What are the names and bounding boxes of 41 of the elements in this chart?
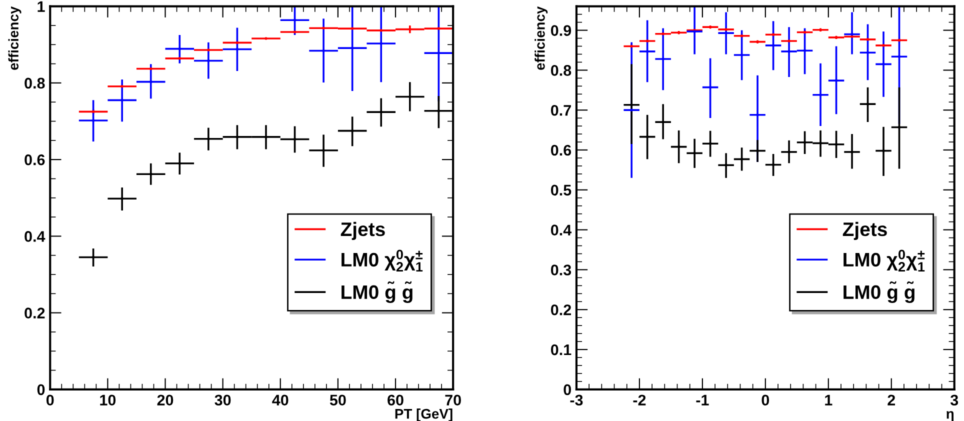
x-tick-label: 1 (825, 394, 832, 406)
y-tick-label: 0.7 (550, 104, 571, 116)
legend-label: Zjets (842, 222, 887, 240)
legend-label: LM0 g̃ g̃ (342, 281, 412, 303)
y-tick-label: 0.8 (24, 78, 45, 89)
x-tick-label: 20 (157, 394, 174, 406)
y-tick-label: 0.2 (550, 304, 571, 316)
x-tick-label: 3 (950, 394, 958, 406)
x-axis-title: η (946, 411, 954, 421)
y-axis-title: efficiency (8, 6, 22, 70)
x-tick-label: -2 (633, 394, 646, 406)
x-tick-label: 50 (330, 394, 346, 406)
y-tick-label: 0.6 (24, 154, 45, 166)
x-tick-label: -3 (570, 394, 583, 406)
x-tick-label: 60 (388, 394, 404, 406)
y-tick-label: 0.2 (24, 308, 45, 318)
y-tick-label: 0.1 (550, 344, 572, 356)
y-tick-label: 0.4 (24, 231, 46, 242)
y-tick-label: 0.9 (550, 25, 572, 36)
legend-label: Zjets (340, 222, 385, 240)
x-axis-title: PT [GeV] (395, 408, 452, 421)
y-axis-title: efficiency (534, 6, 548, 70)
legend-label: LM0 χ$^{0}$$_{2}$χ$^{±}$$_{1}$ (342, 250, 423, 272)
x-tick-label: 0 (46, 394, 54, 406)
x-tick-label: 70 (445, 394, 461, 406)
x-tick-label: 30 (214, 394, 231, 406)
x-tick-label: 0 (762, 394, 770, 406)
y-tick-label: 0 (37, 384, 45, 396)
y-tick-label: 0 (564, 384, 571, 396)
y-tick-label: 0.3 (550, 264, 572, 276)
y-tick-label: 0.5 (550, 184, 572, 196)
x-tick-label: 10 (100, 394, 116, 406)
y-tick-label: 0.4 (550, 224, 572, 236)
y-tick-label: 0.8 (550, 65, 572, 76)
legend-label: LM0 g̃ g̃ (844, 281, 914, 303)
y-tick-label: 1 (38, 1, 45, 12)
legend-label: LM0 χ$^{0}$$_{2}$χ$^{±}$$_{1}$ (844, 250, 925, 272)
x-tick-label: 40 (272, 394, 288, 406)
y-tick-label: 0.6 (550, 144, 572, 156)
x-tick-label: 2 (888, 394, 896, 406)
x-tick-label: -1 (696, 394, 709, 406)
